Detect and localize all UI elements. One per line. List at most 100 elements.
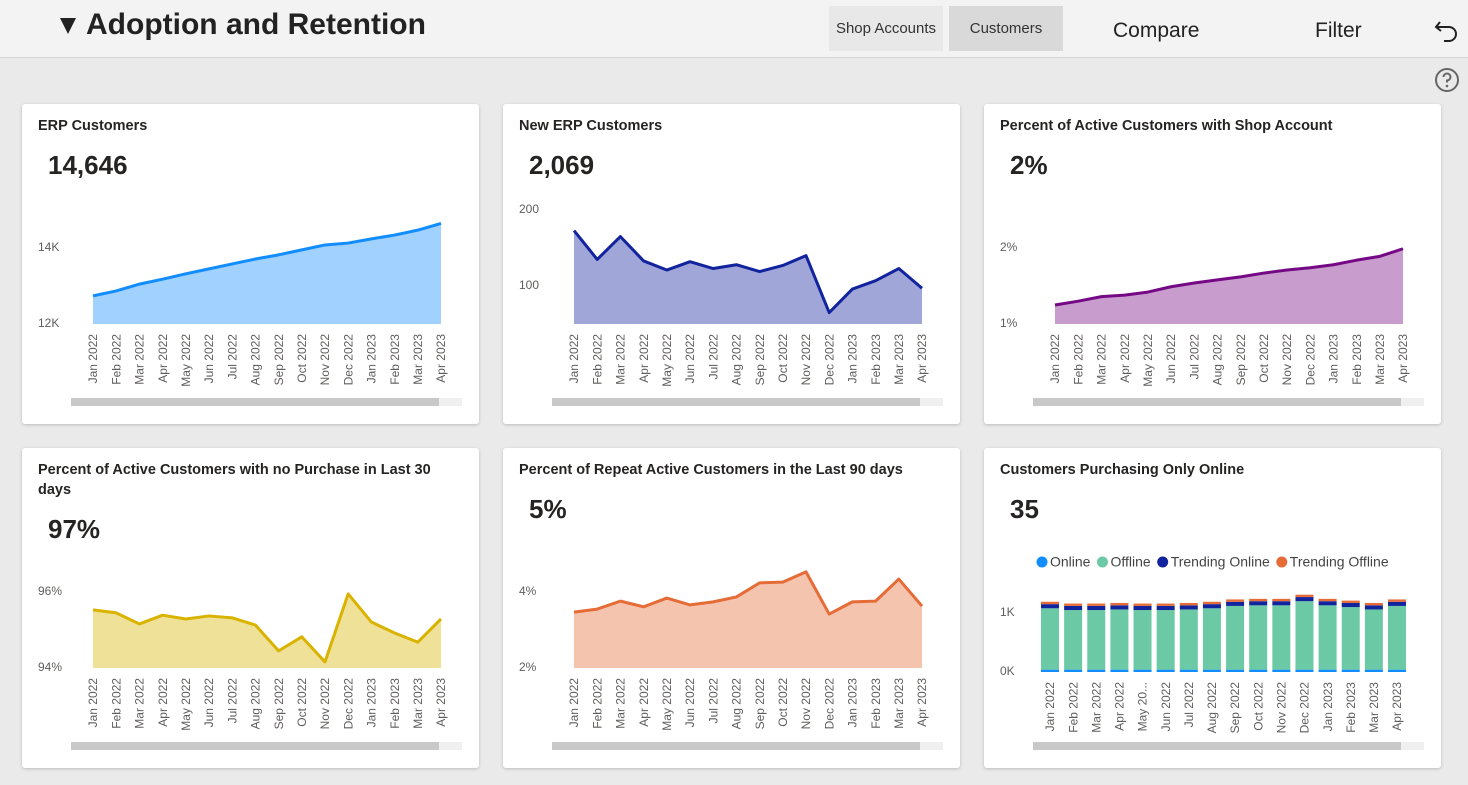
x-tick-label: May 2022 — [1141, 334, 1155, 387]
x-tick-label: Jun 2022 — [1164, 334, 1178, 384]
bar-segment — [1110, 602, 1129, 606]
x-tick-label: Apr 2022 — [1118, 334, 1132, 383]
x-tick-label: Sep 2022 — [753, 334, 767, 386]
x-tick-label: Feb 2023 — [388, 678, 402, 729]
x-tick-label: Jan 2022 — [1048, 334, 1062, 384]
x-tick-label: Jun 2022 — [1159, 682, 1173, 732]
chart-card: Percent of Active Customers with Shop Ac… — [984, 104, 1441, 424]
bar-segment — [1133, 605, 1152, 611]
x-tick-label: Jun 2022 — [202, 334, 216, 384]
chart-card: Percent of Active Customers with no Purc… — [22, 448, 479, 768]
x-tick-label: May 2022 — [660, 334, 674, 387]
legend-label: Trending Online — [1171, 554, 1270, 570]
legend-label: Online — [1050, 554, 1091, 570]
x-tick-label: Dec 2022 — [1303, 334, 1317, 386]
x-tick-label: Feb 2022 — [1066, 682, 1080, 733]
bar-segment — [1226, 601, 1245, 606]
bar-segment — [1364, 609, 1383, 670]
x-tick-label: Mar 2023 — [892, 678, 906, 729]
collapse-icon[interactable] — [60, 18, 76, 34]
x-tick-label: Jun 2022 — [683, 334, 697, 384]
x-tick-label: Feb 2023 — [1344, 682, 1358, 733]
y-tick-label: 14K — [38, 240, 59, 254]
bar-segment — [1064, 669, 1083, 672]
kpi-value: 2,069 — [529, 150, 595, 180]
x-tick-label: Jul 2022 — [1187, 334, 1201, 380]
bar-segment — [1179, 609, 1198, 670]
bar-segment — [1364, 605, 1383, 610]
x-tick-label: Mar 2023 — [1367, 682, 1381, 733]
bar-segment — [1226, 599, 1245, 602]
undo-icon[interactable] — [1434, 16, 1460, 44]
x-tick-label: Dec 2022 — [822, 678, 836, 730]
x-tick-label: Mar 2022 — [133, 334, 147, 385]
x-tick-label: Apr 2023 — [915, 678, 929, 727]
card-header: Customers Purchasing Only Online 35 — [1000, 460, 1420, 524]
x-tick-label: Oct 2022 — [1257, 334, 1271, 383]
x-tick-label: Apr 2022 — [1113, 682, 1127, 731]
x-tick-label: Sep 2022 — [753, 678, 767, 730]
bar-segment — [1226, 669, 1245, 672]
kpi-value: 14,646 — [48, 150, 128, 180]
bar-segment — [1249, 605, 1268, 670]
bar-segment — [1364, 669, 1383, 672]
x-tick-label: Feb 2023 — [388, 334, 402, 385]
bar-segment — [1110, 605, 1129, 610]
legend-label: Trending Offline — [1290, 554, 1389, 570]
help-icon[interactable] — [1434, 67, 1460, 93]
bar-segment — [1202, 669, 1221, 672]
x-tick-label: Jan 2023 — [1327, 334, 1341, 384]
kpi-value: 2% — [1010, 150, 1048, 180]
x-tick-label: Apr 2023 — [434, 678, 448, 727]
bar-segment — [1087, 610, 1106, 670]
tab-button[interactable]: Shop Accounts — [829, 6, 943, 51]
x-tick-label: Nov 2022 — [318, 678, 332, 730]
chart-title: Percent of Repeat Active Customers in th… — [519, 462, 903, 478]
x-tick-label: Mar 2023 — [411, 334, 425, 385]
chart-title: Percent of Active Customers with Shop Ac… — [1000, 118, 1333, 134]
x-tick-label: Jan 2023 — [365, 678, 379, 728]
chart-card: Percent of Repeat Active Customers in th… — [503, 448, 960, 768]
x-tick-label: Aug 2022 — [730, 334, 744, 386]
chart-card: Customers Purchasing Only Online 35 0K 1K On… — [984, 448, 1441, 768]
bar-segment — [1133, 603, 1152, 606]
action-button[interactable]: Filter — [1315, 19, 1362, 42]
page-title: Adoption and Retention — [86, 8, 426, 41]
x-tick-label: Apr 2023 — [1390, 682, 1404, 731]
bar-segment — [1295, 597, 1314, 602]
x-tick-label: Mar 2022 — [614, 678, 628, 729]
x-tick-label: Apr 2022 — [637, 334, 651, 383]
bar-segment — [1318, 605, 1337, 670]
chart: 94% 96% Jan 2022 Feb 2022 Mar 2022 Apr 2022 Ma… — [38, 584, 462, 750]
x-tick-label: Mar 2022 — [133, 678, 147, 729]
scrollbar-thumb — [552, 398, 920, 406]
x-tick-label: Mar 2023 — [411, 678, 425, 729]
x-tick-label: Jan 2022 — [86, 334, 100, 384]
header-bar: Adoption and Retention Shop Accounts Cus… — [0, 0, 1468, 58]
y-tick-label: 4% — [519, 584, 537, 598]
bar-segment — [1041, 601, 1059, 605]
x-tick-label: Apr 2023 — [434, 334, 448, 383]
x-tick-label: Sep 2022 — [272, 334, 286, 386]
x-tick-label: Jan 2023 — [846, 334, 860, 384]
x-tick-label: Apr 2022 — [156, 678, 170, 727]
x-tick-label: Mar 2023 — [892, 334, 906, 385]
x-tick-label: Feb 2023 — [869, 334, 883, 385]
x-tick-label: Jun 2022 — [683, 678, 697, 728]
chart-card: New ERP Customers 2,069 100 200 Jan 2022 Feb … — [503, 104, 960, 424]
bar-segment — [1202, 601, 1221, 605]
x-tick-label: Aug 2022 — [249, 334, 263, 386]
x-tick-label: Dec 2022 — [341, 678, 355, 730]
area — [93, 593, 441, 668]
x-tick-label: Jan 2023 — [1321, 682, 1335, 732]
y-tick-label: 1K — [1000, 605, 1015, 619]
legend-marker — [1096, 556, 1108, 568]
action-button[interactable]: Compare — [1113, 19, 1200, 42]
card-header: New ERP Customers 2,069 — [519, 116, 939, 180]
x-tick-label: Nov 2022 — [318, 334, 332, 386]
legend-marker — [1036, 556, 1048, 568]
scrollbar-thumb — [71, 398, 439, 406]
bar-segment — [1064, 610, 1083, 670]
tab-button-selected[interactable]: Customers — [949, 6, 1063, 51]
kpi-value: 35 — [1010, 494, 1039, 524]
